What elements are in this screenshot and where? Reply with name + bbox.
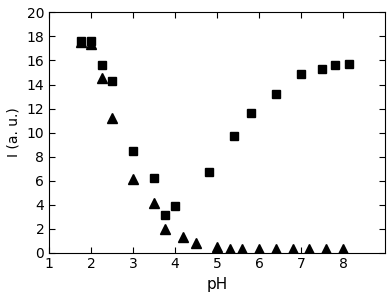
X-axis label: pH: pH xyxy=(207,277,228,292)
Y-axis label: I (a. u.): I (a. u.) xyxy=(7,108,21,157)
